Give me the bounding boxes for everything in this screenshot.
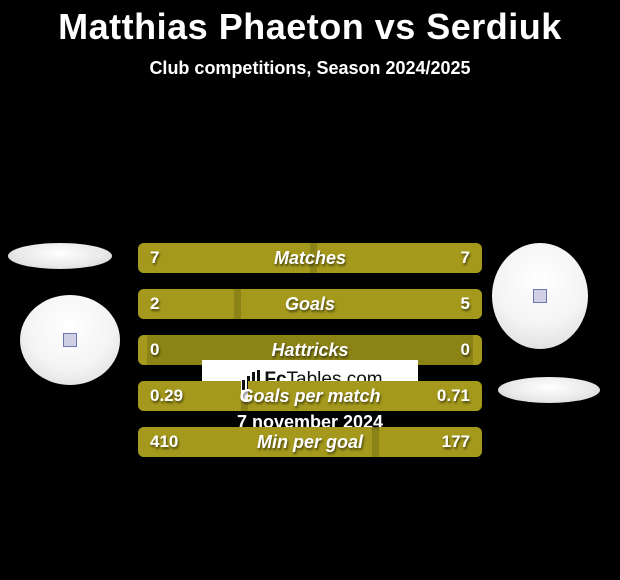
page-title: Matthias Phaeton vs Serdiuk bbox=[0, 6, 620, 48]
stat-row: Matches77 bbox=[138, 243, 482, 273]
left-player-shadow bbox=[8, 243, 112, 269]
bar-right-segment bbox=[248, 381, 482, 411]
bar-left-segment bbox=[138, 243, 310, 273]
bar-right-segment bbox=[241, 289, 482, 319]
bar-right-segment bbox=[317, 243, 482, 273]
left-player-avatar bbox=[20, 295, 120, 385]
bar-left-segment bbox=[138, 335, 147, 365]
stat-row: Min per goal410177 bbox=[138, 427, 482, 457]
bar-left-segment bbox=[138, 289, 234, 319]
right-player-shadow bbox=[498, 377, 600, 403]
right-player-avatar bbox=[492, 243, 588, 349]
avatar-placeholder-icon bbox=[63, 333, 77, 347]
avatar-placeholder-icon bbox=[533, 289, 547, 303]
subtitle: Club competitions, Season 2024/2025 bbox=[0, 58, 620, 79]
stat-row: Goals25 bbox=[138, 289, 482, 319]
bar-right-segment bbox=[473, 335, 482, 365]
stat-bars: Matches77Goals25Hattricks00Goals per mat… bbox=[138, 243, 482, 473]
bar-left-segment bbox=[138, 427, 372, 457]
bar-right-segment bbox=[379, 427, 482, 457]
stat-row: Goals per match0.290.71 bbox=[138, 381, 482, 411]
bar-left-segment bbox=[138, 381, 241, 411]
